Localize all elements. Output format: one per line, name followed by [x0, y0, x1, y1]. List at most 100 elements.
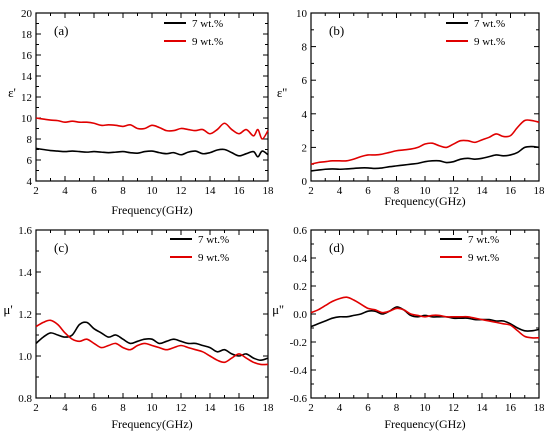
- y-axis-label: ε'': [277, 85, 287, 100]
- series-line-2: [310, 296, 540, 339]
- series-line-1: [310, 145, 540, 172]
- x-tick-label: 16: [505, 402, 517, 414]
- x-axis-label: Frequency(GHz): [111, 417, 192, 431]
- y-axis-label: ε': [8, 85, 16, 100]
- series-line-1: [35, 321, 269, 361]
- legend-label: 9 wt.%: [192, 36, 223, 48]
- x-tick-label: 16: [234, 185, 246, 197]
- y-tick-label: 0: [302, 176, 308, 188]
- x-tick-label: 12: [448, 402, 459, 414]
- y-tick-label: -0.6: [290, 393, 308, 405]
- y-tick-label: 8: [302, 42, 308, 54]
- x-tick-label: 8: [120, 402, 126, 414]
- x-axis-label: Frequency(GHz): [384, 194, 465, 208]
- y-tick-label: 10: [21, 113, 33, 125]
- y-tick-label: 10: [296, 8, 308, 20]
- x-tick-label: 10: [147, 185, 159, 197]
- x-tick-label: 6: [365, 402, 371, 414]
- y-tick-label: 1.6: [18, 225, 32, 237]
- x-tick-label: 18: [263, 185, 275, 197]
- x-tick-label: 16: [234, 402, 246, 414]
- y-tick-label: 1.2: [18, 309, 32, 321]
- x-tick-label: 4: [337, 185, 343, 197]
- legend-label: 7 wt.%: [192, 18, 223, 30]
- x-tick-label: 16: [505, 185, 517, 197]
- y-tick-label: 0.8: [18, 393, 32, 405]
- x-tick-label: 6: [91, 402, 97, 414]
- panel-label: (a): [54, 23, 68, 38]
- chart-panel-d: 2 4 6 8 10 12 14 16 18 -0.6 -0.4 -0.2 0.0 0.2 0.4 0.6 Fr…: [272, 225, 545, 431]
- legend-label: 7 wt.%: [468, 234, 499, 246]
- y-tick-label: 0.0: [293, 309, 307, 321]
- x-axis-label: Frequency(GHz): [111, 203, 192, 217]
- x-tick-label: 10: [420, 402, 432, 414]
- legend-label: 7 wt.%: [198, 234, 229, 246]
- y-tick-label: -0.2: [290, 337, 307, 349]
- plot-frame: [35, 229, 269, 399]
- panel-label: (d): [329, 240, 344, 255]
- y-tick-label: 12: [21, 92, 32, 104]
- y-tick-label: 20: [21, 8, 33, 20]
- x-tick-label: 12: [176, 185, 187, 197]
- y-tick-label: 2: [302, 142, 308, 154]
- x-tick-label: 12: [176, 402, 187, 414]
- x-tick-label: 10: [147, 402, 159, 414]
- x-tick-label: 8: [394, 402, 400, 414]
- x-tick-label: 4: [62, 185, 68, 197]
- series-line-1: [35, 147, 269, 158]
- y-tick-label: 14: [21, 71, 33, 83]
- x-axis-label: Frequency(GHz): [384, 417, 465, 431]
- y-tick-label: 1.4: [18, 267, 32, 279]
- legend-label: 9 wt.%: [468, 252, 499, 264]
- y-tick-label: 18: [21, 29, 33, 41]
- series-line-2: [35, 319, 269, 366]
- legend-label: 9 wt.%: [474, 36, 505, 48]
- y-tick-label: 0.2: [293, 281, 307, 293]
- y-tick-label: 4: [27, 176, 33, 188]
- x-tick-label: 18: [263, 402, 275, 414]
- y-tick-label: 6: [302, 75, 308, 87]
- x-tick-label: 2: [308, 402, 314, 414]
- x-tick-label: 14: [477, 402, 489, 414]
- x-tick-label: 8: [120, 185, 126, 197]
- chart-panel-c: 2 4 6 8 10 12 14 16 18 0.8 1.0 1.2 1.4 1.6 Frequency(G…: [3, 225, 274, 431]
- series-line-2: [35, 117, 269, 140]
- y-tick-label: 16: [21, 50, 33, 62]
- x-tick-label: 14: [477, 185, 489, 197]
- chart-panel-a: 2 4 6 8 10 12 14 16 18468101214161820Frequency(G…: [8, 8, 274, 217]
- y-axis-label: μ': [3, 302, 12, 317]
- x-tick-label: 4: [62, 402, 68, 414]
- y-tick-label: 0.4: [293, 253, 307, 265]
- y-tick-label: 0.6: [293, 225, 307, 237]
- panel-label: (b): [329, 23, 344, 38]
- series-line-2: [310, 119, 540, 165]
- series-line-1: [310, 306, 540, 332]
- legend-label: 9 wt.%: [198, 252, 229, 264]
- y-tick-label: -0.4: [290, 365, 308, 377]
- y-axis-label: μ'': [272, 302, 284, 317]
- x-tick-label: 10: [420, 185, 432, 197]
- panel-label: (c): [54, 240, 68, 255]
- plot-frame: [310, 229, 540, 399]
- y-tick-label: 4: [302, 109, 308, 121]
- plot-frame: [35, 12, 269, 182]
- y-tick-label: 6: [27, 155, 33, 167]
- x-tick-label: 18: [534, 185, 546, 197]
- x-tick-label: 2: [308, 185, 314, 197]
- x-tick-label: 4: [337, 402, 343, 414]
- x-tick-label: 14: [205, 185, 217, 197]
- x-tick-label: 6: [91, 185, 97, 197]
- legend-label: 7 wt.%: [474, 18, 505, 30]
- y-tick-label: 8: [27, 134, 33, 146]
- x-tick-label: 6: [365, 185, 371, 197]
- x-tick-label: 8: [394, 185, 400, 197]
- y-tick-label: 1.0: [18, 351, 32, 363]
- x-tick-label: 2: [33, 402, 39, 414]
- x-tick-label: 12: [448, 185, 459, 197]
- x-tick-label: 14: [205, 402, 217, 414]
- x-tick-label: 2: [33, 185, 39, 197]
- x-tick-label: 18: [534, 402, 546, 414]
- chart-panel-b: 2 4 6 8 10 12 14 16 180246810Frequency(GHz)ε''(b…: [277, 8, 545, 208]
